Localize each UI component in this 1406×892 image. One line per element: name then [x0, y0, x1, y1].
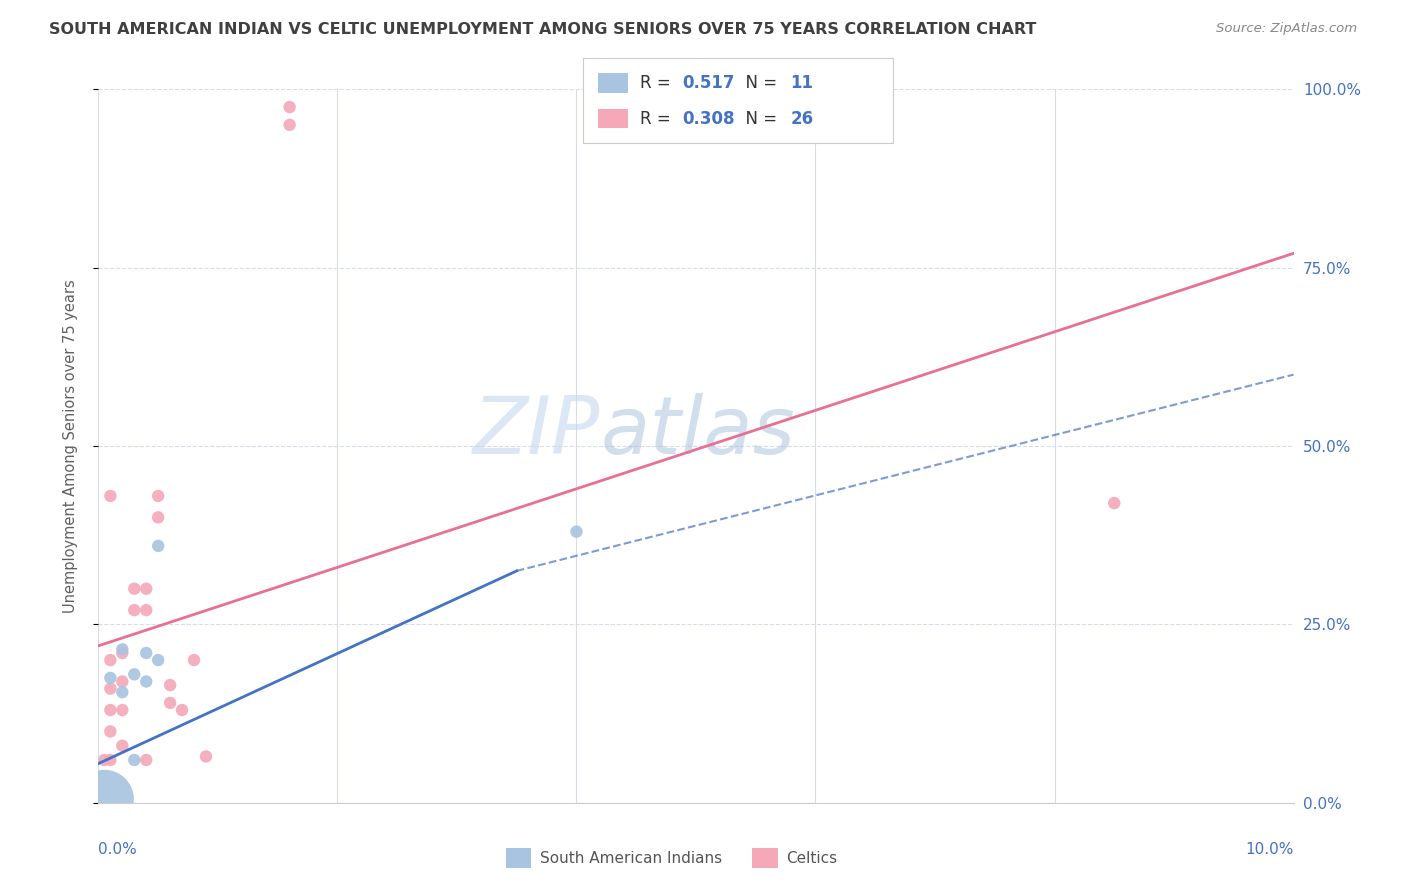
Point — [159, 696, 181, 710]
Text: N =: N = — [735, 110, 783, 128]
Text: SOUTH AMERICAN INDIAN VS CELTIC UNEMPLOYMENT AMONG SENIORS OVER 75 YEARS CORRELA: SOUTH AMERICAN INDIAN VS CELTIC UNEMPLOY… — [49, 22, 1036, 37]
Point — [124, 753, 146, 767]
Point — [172, 703, 194, 717]
Text: 0.0%: 0.0% — [98, 842, 138, 857]
Point — [111, 739, 134, 753]
Text: atlas: atlas — [600, 392, 796, 471]
Point — [1104, 496, 1126, 510]
Point — [98, 753, 122, 767]
Point — [98, 653, 122, 667]
Point — [135, 674, 157, 689]
Text: 10.0%: 10.0% — [1246, 842, 1294, 857]
Point — [183, 653, 205, 667]
Text: R =: R = — [640, 110, 676, 128]
Point — [93, 792, 115, 806]
Point — [98, 703, 122, 717]
Text: N =: N = — [735, 74, 783, 92]
Text: ZIP: ZIP — [472, 392, 600, 471]
Text: 26: 26 — [790, 110, 813, 128]
Point — [98, 681, 122, 696]
Text: 0.517: 0.517 — [682, 74, 734, 92]
Point — [98, 489, 122, 503]
Point — [278, 100, 301, 114]
Text: Celtics: Celtics — [786, 851, 837, 865]
Point — [98, 671, 122, 685]
Point — [148, 653, 170, 667]
Point — [148, 489, 170, 503]
Point — [195, 749, 218, 764]
Text: 11: 11 — [790, 74, 813, 92]
Point — [124, 667, 146, 681]
Text: Source: ZipAtlas.com: Source: ZipAtlas.com — [1216, 22, 1357, 36]
Text: South American Indians: South American Indians — [540, 851, 723, 865]
Point — [98, 724, 122, 739]
Point — [111, 685, 134, 699]
Point — [565, 524, 588, 539]
Point — [111, 642, 134, 657]
Point — [124, 603, 146, 617]
Text: 0.308: 0.308 — [682, 110, 734, 128]
Point — [135, 603, 157, 617]
Point — [93, 753, 115, 767]
Point — [148, 510, 170, 524]
Point — [135, 582, 157, 596]
Point — [124, 582, 146, 596]
Point — [135, 646, 157, 660]
Point — [111, 674, 134, 689]
Y-axis label: Unemployment Among Seniors over 75 years: Unemployment Among Seniors over 75 years — [63, 279, 77, 613]
Point — [111, 646, 134, 660]
Text: R =: R = — [640, 74, 676, 92]
Point — [148, 539, 170, 553]
Point — [111, 703, 134, 717]
Point — [135, 753, 157, 767]
Point — [159, 678, 181, 692]
Point — [278, 118, 301, 132]
